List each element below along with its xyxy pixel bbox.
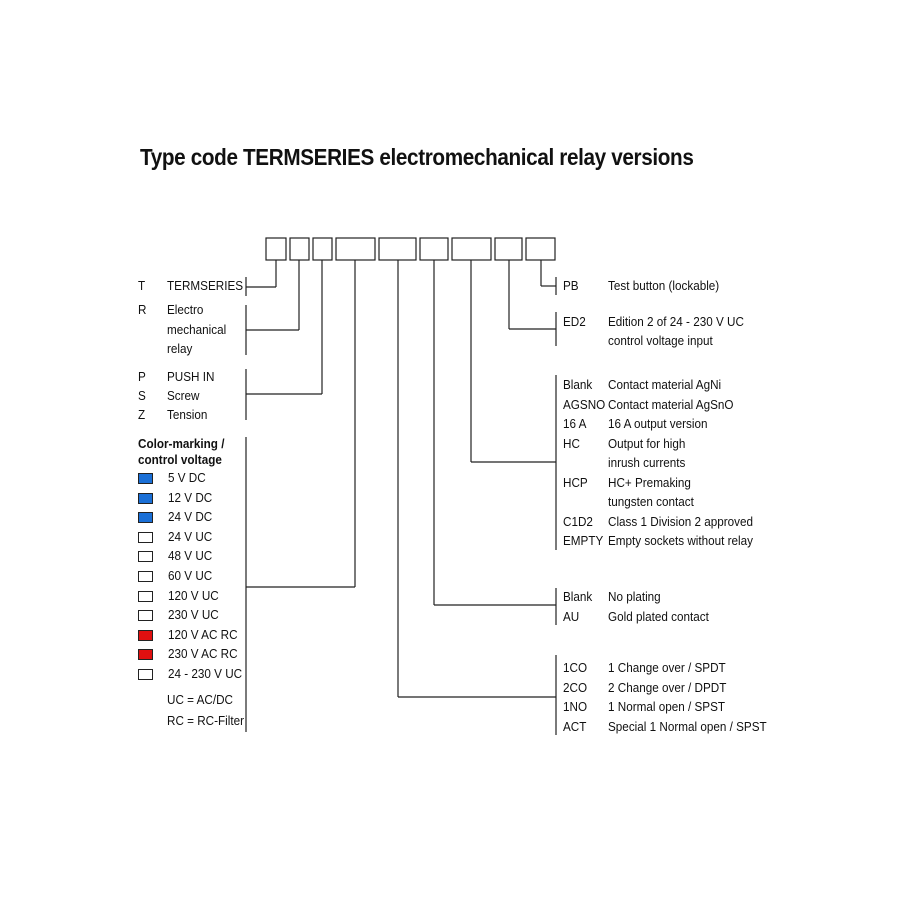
note-rc: RC = RC-Filter	[167, 713, 245, 728]
code-box-2	[289, 237, 310, 261]
diagram-title: Type code TERMSERIES electromechanical r…	[140, 144, 694, 170]
contact-desc: 16 A output version	[608, 416, 708, 431]
contact-code: HCP	[563, 475, 588, 490]
desc-electro-3: relay	[167, 341, 193, 356]
config-code: 1NO	[563, 699, 588, 714]
code-box-8	[494, 237, 523, 261]
color-heading-2: control voltage	[138, 452, 222, 467]
contact-code: HC	[563, 436, 580, 451]
config-code: 1CO	[563, 660, 588, 675]
contact-code: C1D2	[563, 514, 593, 529]
code-ed2: ED2	[563, 314, 586, 329]
code-box-7	[451, 237, 492, 261]
config-desc: 1 Change over / SPDT	[608, 660, 726, 675]
note-uc: UC = AC/DC	[167, 692, 233, 707]
desc-electro-1: Electro	[167, 302, 204, 317]
color-swatch	[138, 630, 153, 641]
code-box-3	[312, 237, 333, 261]
config-desc: Special 1 Normal open / SPST	[608, 719, 767, 734]
color-label: 120 V UC	[168, 588, 219, 603]
code-termseries: T	[138, 278, 146, 293]
color-label: 230 V AC RC	[168, 646, 238, 661]
color-label: 24 V UC	[168, 529, 213, 544]
contact-desc: Contact material AgSnO	[608, 397, 734, 412]
code-connection-s: S	[138, 388, 146, 403]
code-box-4	[335, 237, 376, 261]
color-swatch	[138, 532, 153, 543]
color-label: 24 - 230 V UC	[168, 666, 243, 681]
code-box-6	[419, 237, 449, 261]
color-swatch	[138, 551, 153, 562]
code-pb: PB	[563, 278, 579, 293]
plating-desc: No plating	[608, 589, 661, 604]
desc-termseries: TERMSERIES	[167, 278, 244, 293]
desc-ed2-2: control voltage input	[608, 333, 713, 348]
contact-code: AGSNO	[563, 397, 606, 412]
color-label: 120 V AC RC	[168, 627, 238, 642]
contact-desc: Class 1 Division 2 approved	[608, 514, 754, 529]
desc-connection-z: Tension	[167, 407, 208, 422]
code-electro: R	[138, 302, 147, 317]
plating-desc: Gold plated contact	[608, 609, 709, 624]
code-box-9	[525, 237, 556, 261]
contact-desc: Empty sockets without relay	[608, 533, 754, 548]
color-label: 12 V DC	[168, 490, 213, 505]
color-swatch	[138, 571, 153, 582]
code-box-5	[378, 237, 417, 261]
plating-code: Blank	[563, 589, 593, 604]
color-swatch	[138, 473, 153, 484]
config-desc: 2 Change over / DPDT	[608, 680, 727, 695]
config-desc: 1 Normal open / SPST	[608, 699, 726, 714]
desc-pb: Test button (lockable)	[608, 278, 720, 293]
color-label: 24 V DC	[168, 509, 213, 524]
code-box-1	[265, 237, 287, 261]
plating-code: AU	[563, 609, 580, 624]
color-label: 5 V DC	[168, 470, 206, 485]
color-label: 60 V UC	[168, 568, 213, 583]
color-swatch	[138, 493, 153, 504]
color-swatch	[138, 591, 153, 602]
color-swatch	[138, 610, 153, 621]
contact-code: 16 A	[563, 416, 587, 431]
color-swatch	[138, 512, 153, 523]
desc-ed2-1: Edition 2 of 24 - 230 V UC	[608, 314, 744, 329]
desc-connection-p: PUSH IN	[167, 369, 215, 384]
contact-desc: inrush currents	[608, 455, 686, 470]
code-connection-z: Z	[138, 407, 146, 422]
code-connection-p: P	[138, 369, 146, 384]
config-code: ACT	[563, 719, 587, 734]
desc-electro-2: mechanical	[167, 322, 227, 337]
contact-desc: Contact material AgNi	[608, 377, 722, 392]
contact-desc: HC+ Premaking	[608, 475, 691, 490]
config-code: 2CO	[563, 680, 588, 695]
contact-code: EMPTY	[563, 533, 604, 548]
contact-code: Blank	[563, 377, 593, 392]
color-label: 230 V UC	[168, 607, 219, 622]
color-heading-1: Color-marking /	[138, 436, 225, 451]
desc-connection-s: Screw	[167, 388, 200, 403]
contact-desc: Output for high	[608, 436, 686, 451]
color-swatch	[138, 669, 153, 680]
color-label: 48 V UC	[168, 548, 213, 563]
color-swatch	[138, 649, 153, 660]
contact-desc: tungsten contact	[608, 494, 694, 509]
